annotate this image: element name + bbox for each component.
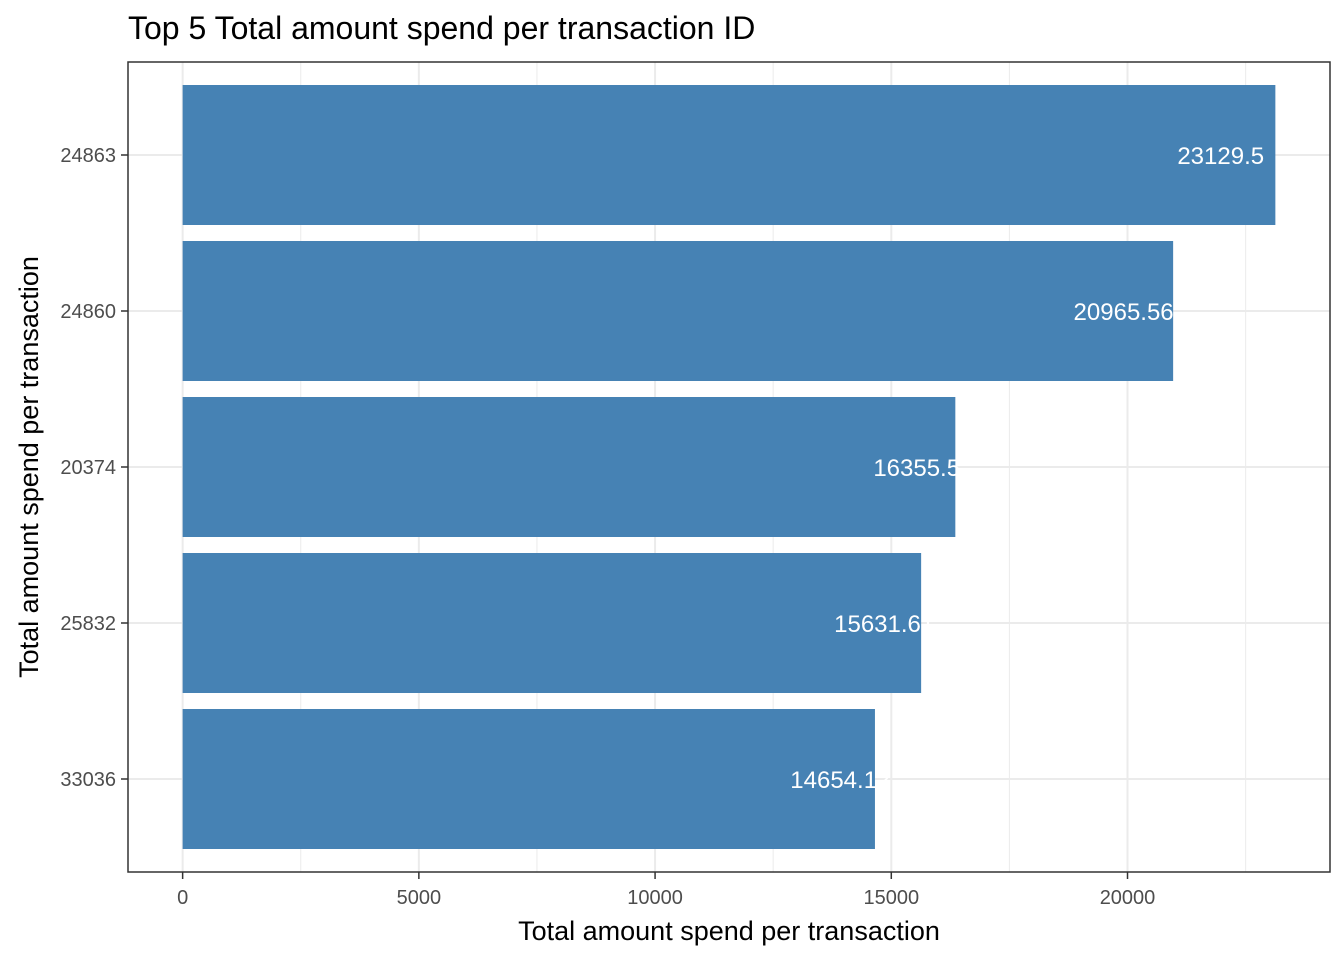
bar-data-label: 16355.5 (873, 455, 960, 482)
bar (182, 241, 1174, 381)
x-tick-label: 15000 (863, 887, 919, 909)
x-tick-label: 20000 (1100, 887, 1156, 909)
x-axis-title: Total amount spend per transaction (518, 916, 940, 946)
y-tick-label: 33036 (60, 769, 116, 791)
y-tick-label: 24863 (60, 145, 116, 167)
y-tick-label: 25832 (60, 613, 116, 635)
y-axis: 24863 24860 20374 25832 33036 (60, 145, 128, 791)
bar (182, 553, 922, 693)
bars (182, 85, 1276, 849)
bar (182, 709, 875, 849)
bar (182, 397, 956, 537)
bar-data-label: 15631.61 (834, 611, 934, 638)
bar (182, 85, 1276, 225)
bar-data-label: 20965.56 (1074, 299, 1174, 326)
x-axis: 0 5000 10000 15000 20000 (177, 872, 1155, 909)
x-tick-label: 5000 (397, 887, 442, 909)
y-tick-label: 24860 (60, 301, 116, 323)
chart-title: Top 5 Total amount spend per transaction… (128, 10, 756, 46)
x-tick-label: 10000 (627, 887, 683, 909)
bar-data-labels: 23129.5 20965.56 16355.5 15631.61 14654.12 (790, 143, 1264, 794)
y-tick-label: 20374 (60, 457, 116, 479)
bar-data-label: 23129.5 (1177, 143, 1264, 170)
bar-data-label: 14654.12 (790, 767, 890, 794)
x-tick-label: 0 (177, 887, 188, 909)
y-axis-title: Total amount spend per transaction (14, 256, 44, 678)
